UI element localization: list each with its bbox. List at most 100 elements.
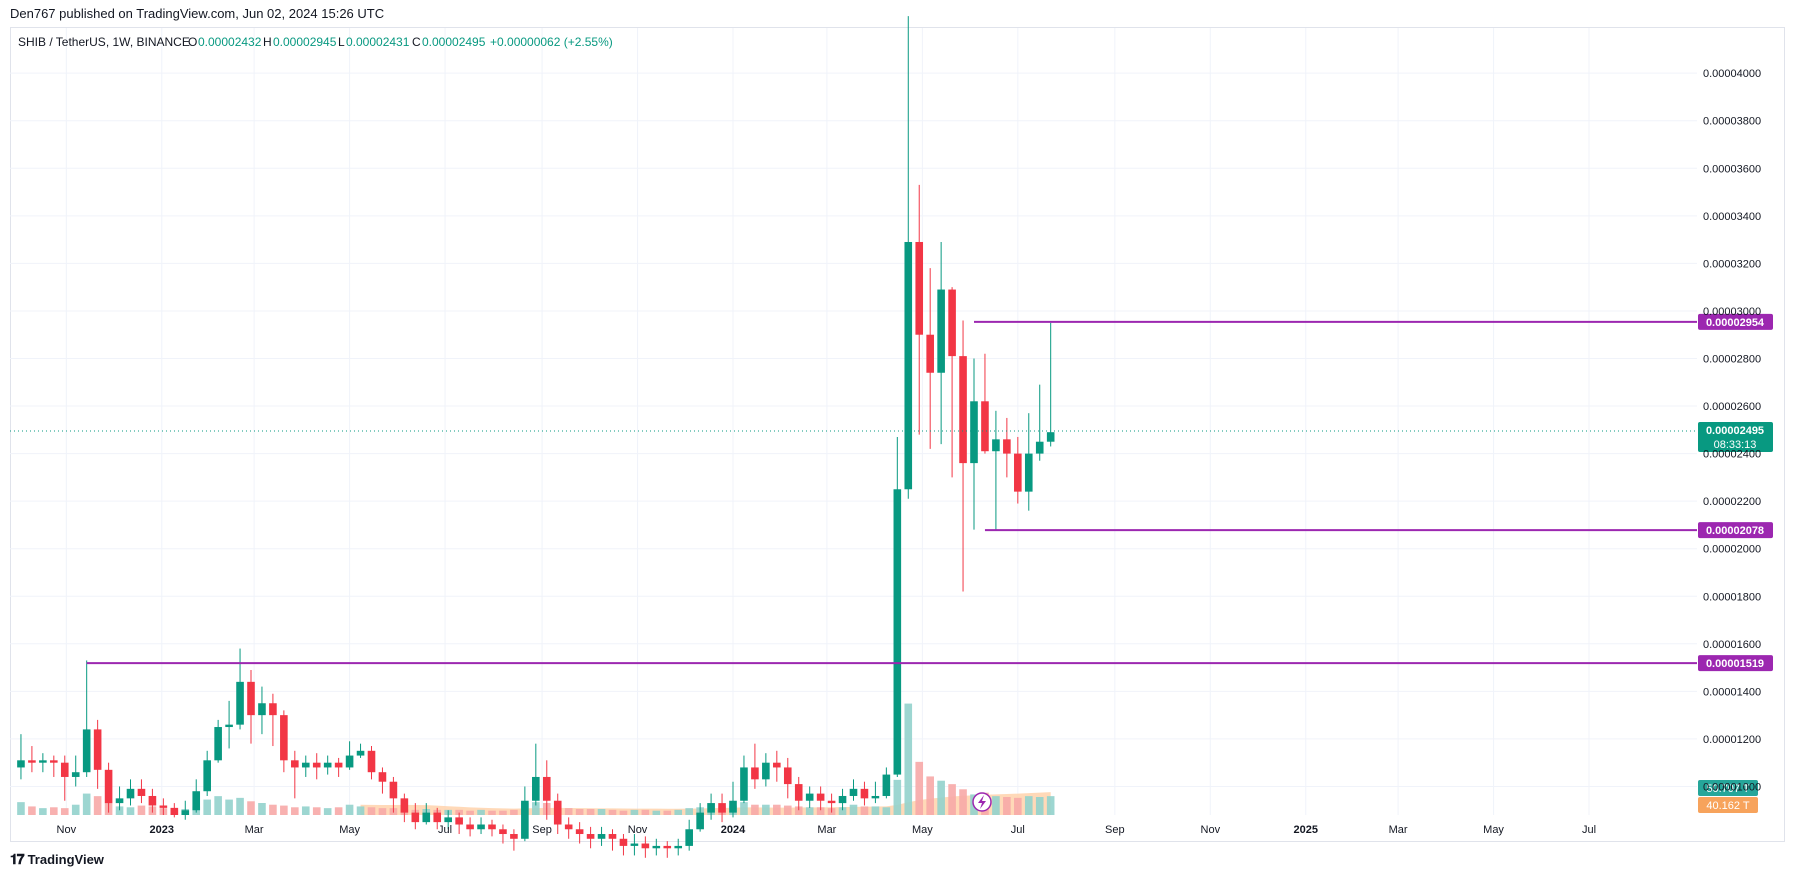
candle-body[interactable]	[378, 772, 387, 782]
candle-body[interactable]	[477, 824, 485, 830]
candle-body[interactable]	[718, 803, 726, 813]
candle-body[interactable]	[893, 489, 902, 775]
candle-body[interactable]	[192, 791, 201, 811]
candle-body[interactable]	[630, 843, 639, 846]
candle-body[interactable]	[159, 805, 168, 808]
candle-body[interactable]	[170, 807, 179, 815]
candle-body[interactable]	[203, 760, 211, 792]
candle-body[interactable]	[1003, 439, 1011, 454]
candle-body[interactable]	[411, 812, 420, 823]
candle-body[interactable]	[970, 401, 978, 464]
candle-body[interactable]	[773, 762, 781, 768]
candle-body[interactable]	[28, 760, 36, 763]
volume-bar	[937, 780, 945, 815]
candle-body[interactable]	[751, 767, 759, 780]
candle-body[interactable]	[433, 812, 442, 823]
candle-body[interactable]	[575, 829, 584, 835]
candle-body[interactable]	[323, 762, 332, 768]
candle-body[interactable]	[181, 810, 190, 815]
candle-body[interactable]	[674, 845, 683, 849]
candle-body[interactable]	[1046, 432, 1055, 442]
candle-body[interactable]	[466, 824, 474, 830]
candle-body[interactable]	[838, 795, 847, 804]
candle-body[interactable]	[247, 681, 255, 716]
candle-body[interactable]	[1024, 453, 1033, 492]
candle-body[interactable]	[904, 241, 913, 490]
candle-body[interactable]	[93, 729, 102, 770]
candle-body[interactable]	[71, 772, 80, 777]
candle-body[interactable]	[696, 812, 704, 830]
candle-body[interactable]	[82, 729, 91, 773]
candle-body[interactable]	[783, 767, 792, 785]
candle-body[interactable]	[367, 750, 376, 773]
candle-body[interactable]	[50, 760, 58, 763]
candle-body[interactable]	[816, 793, 825, 801]
candle-body[interactable]	[871, 795, 880, 799]
candle-body[interactable]	[532, 776, 540, 801]
candle-body[interactable]	[685, 829, 693, 846]
legend-o-label: O	[188, 35, 197, 49]
candle-body[interactable]	[60, 762, 69, 777]
candle-body[interactable]	[236, 681, 244, 725]
candle-body[interactable]	[499, 829, 507, 835]
candle-body[interactable]	[553, 800, 562, 825]
candle-body[interactable]	[104, 769, 113, 804]
candle-body[interactable]	[707, 803, 715, 813]
candle-body[interactable]	[258, 703, 266, 716]
candle-body[interactable]	[334, 762, 343, 768]
candle-body[interactable]	[280, 715, 288, 761]
candle-body[interactable]	[937, 289, 945, 373]
candle-body[interactable]	[827, 800, 836, 804]
candle-body[interactable]	[1014, 453, 1022, 492]
candle-body[interactable]	[926, 334, 934, 373]
candle-body[interactable]	[455, 817, 463, 825]
candle-body[interactable]	[301, 762, 310, 768]
candle-body[interactable]	[542, 776, 551, 801]
candle-body[interactable]	[225, 724, 233, 728]
candle-body[interactable]	[794, 784, 803, 801]
candle-body[interactable]	[1035, 441, 1044, 454]
candle-body[interactable]	[805, 793, 814, 801]
candle-body[interactable]	[586, 834, 595, 839]
lightning-icon[interactable]	[972, 792, 992, 812]
candle-body[interactable]	[948, 289, 956, 357]
candle-body[interactable]	[312, 762, 321, 768]
candle-body[interactable]	[115, 798, 124, 804]
candle-body[interactable]	[422, 812, 431, 823]
candle-body[interactable]	[126, 788, 135, 799]
candle-body[interactable]	[400, 798, 409, 813]
candle-body[interactable]	[915, 241, 924, 335]
candle-body[interactable]	[740, 767, 748, 801]
candle-body[interactable]	[564, 824, 573, 830]
candle-body[interactable]	[345, 755, 354, 768]
candle-body[interactable]	[521, 800, 529, 839]
candle-body[interactable]	[641, 843, 650, 849]
candle-body[interactable]	[148, 795, 157, 806]
candle-body[interactable]	[849, 788, 858, 796]
candle-body[interactable]	[291, 760, 299, 768]
candle-body[interactable]	[762, 762, 770, 780]
candle-body[interactable]	[619, 838, 628, 846]
candle-body[interactable]	[597, 834, 606, 839]
candle-body[interactable]	[959, 356, 967, 464]
candle-body[interactable]	[981, 401, 989, 452]
candle-body[interactable]	[269, 703, 277, 716]
candle-body[interactable]	[992, 439, 1000, 452]
candle-body[interactable]	[389, 781, 398, 799]
candle-body[interactable]	[608, 834, 617, 839]
candle-body[interactable]	[214, 727, 222, 761]
candle-body[interactable]	[663, 845, 672, 849]
candle-body[interactable]	[137, 788, 146, 796]
candle-body[interactable]	[356, 750, 365, 756]
candle-body[interactable]	[510, 834, 518, 839]
candle-body[interactable]	[444, 817, 452, 823]
footer-brand[interactable]: 𝟏𝟕 TradingView	[10, 851, 104, 868]
candle-body[interactable]	[729, 800, 737, 813]
candle-body[interactable]	[39, 760, 47, 763]
candle-body[interactable]	[882, 774, 891, 796]
candle-body[interactable]	[860, 788, 869, 799]
candle-body[interactable]	[17, 760, 25, 768]
candle-body[interactable]	[652, 845, 661, 849]
candle-body[interactable]	[488, 824, 496, 830]
